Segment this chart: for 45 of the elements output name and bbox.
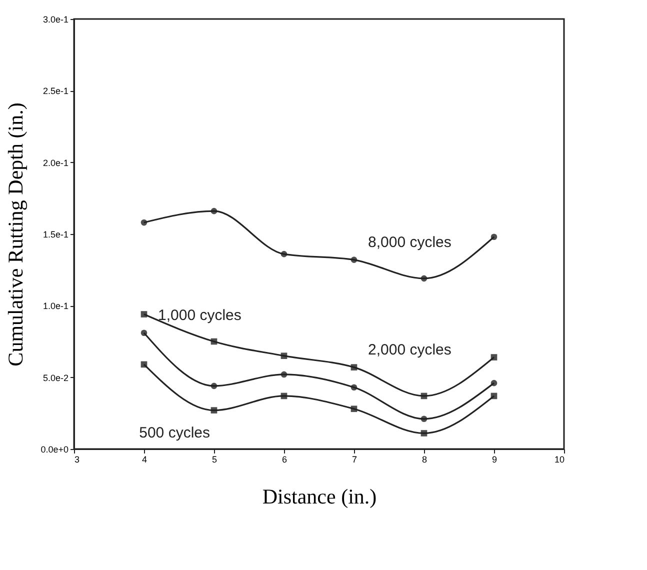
x-tick-label: 6 (282, 454, 288, 464)
point (210, 208, 218, 214)
point (280, 352, 288, 359)
point (280, 371, 288, 378)
y-axis-title: Cumulative Rutting Depth (in.) (4, 102, 28, 366)
point (280, 392, 288, 400)
x-tick-label: 3 (74, 454, 80, 464)
y-tick-label: 2.5e-1 (42, 86, 68, 96)
y-tick-label: 1.0e-1 (42, 301, 68, 312)
x-tick-label: 7 (352, 454, 358, 464)
point (210, 382, 218, 390)
y-tick-label: 1.5e-1 (42, 230, 68, 240)
x-tick-label: 9 (492, 454, 498, 464)
annotation: 2,000 cycles (368, 341, 452, 358)
point (490, 354, 498, 360)
x-tick-label: 4 (142, 454, 148, 464)
point (210, 407, 218, 414)
point (420, 430, 428, 436)
y-tick-label: 0.0e+0 (40, 444, 68, 454)
point (350, 406, 358, 412)
y-tick-label: 2.0e-1 (42, 158, 68, 168)
y-tick-label: 3.0e-1 (42, 14, 68, 24)
point (350, 384, 358, 391)
annotation: 8,000 cycles (368, 234, 452, 251)
x-tick-label: 10 (554, 454, 564, 464)
y-tick-label: 5.0e-2 (42, 372, 68, 383)
x-tick-label: 5 (212, 454, 218, 464)
point (140, 361, 148, 368)
point (140, 330, 148, 336)
point (490, 392, 498, 400)
point (140, 311, 148, 318)
annotation: 1,000 cycles (158, 306, 242, 324)
annotation: 500 cycles (139, 424, 210, 442)
point (420, 416, 428, 422)
point (350, 256, 358, 263)
x-axis-title: Distance (in.) (262, 484, 377, 508)
point (140, 219, 148, 226)
point (420, 392, 428, 400)
point (210, 338, 218, 345)
point (490, 380, 498, 386)
x-tick-label: 8 (422, 454, 428, 464)
point (490, 234, 498, 240)
point (350, 364, 358, 370)
point (280, 250, 288, 258)
point (420, 275, 428, 282)
